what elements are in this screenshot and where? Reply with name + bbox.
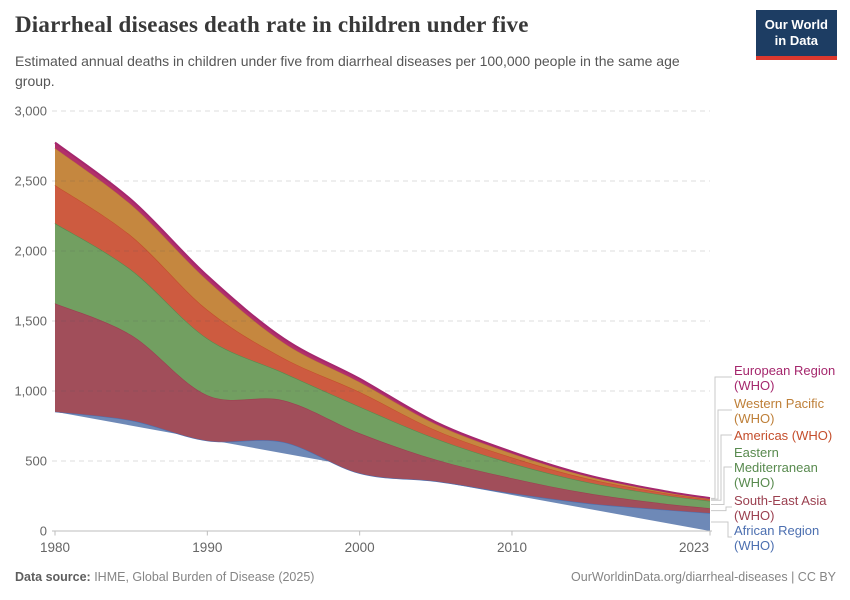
y-axis-tick-label: 1,500 [14,314,47,329]
area-eastern-mediterranean-who[interactable] [55,223,710,509]
owid-logo[interactable]: Our World in Data [755,10,837,60]
y-axis-tick-label: 0 [40,524,47,539]
y-axis-tick-label: 1,000 [14,384,47,399]
page-title: Diarrheal diseases death rate in childre… [15,12,529,37]
area-south-east-asia-who[interactable] [55,303,710,514]
footer-link-row: OurWorldinData.org/diarrheal-diseases | … [571,570,836,584]
legend-connector [711,521,732,538]
legend-item-european-region-who[interactable]: European Region (WHO) [734,363,836,394]
license-text: | CC BY [787,570,836,584]
legend-item-americas-who[interactable]: Americas (WHO) [734,428,833,443]
x-axis-tick-label: 2023 [679,540,709,555]
x-axis-tick-label: 2000 [345,540,375,555]
x-axis-tick-label: 2010 [497,540,527,555]
x-axis-tick-label: 1980 [40,540,70,555]
y-axis-tick-label: 2,500 [14,174,47,189]
data-source-label: Data source: [15,570,91,584]
owid-url-link[interactable]: OurWorldinData.org/diarrheal-diseases [571,570,788,584]
legend-connector [711,409,732,500]
legend-item-african-region-who[interactable]: African Region (WHO) [734,523,820,554]
legend-connector [711,506,732,512]
legend-connector [711,434,732,501]
data-source-text: IHME, Global Burden of Disease (2025) [90,570,315,584]
data-source: Data source: IHME, Global Burden of Dise… [15,570,314,584]
legend-item-south-east-asia-who[interactable]: South-East Asia (WHO) [734,493,827,524]
y-axis-tick-label: 2,000 [14,244,47,259]
chart-footer: Data source: IHME, Global Burden of Dise… [0,567,850,593]
owid-logo-line2: in Data [774,33,819,49]
x-axis-tick-label: 1990 [192,540,222,555]
legend-connector [711,376,732,499]
y-axis-tick-label: 3,000 [14,104,47,119]
legend-connector [711,466,732,505]
y-axis-tick-label: 500 [25,454,47,469]
line-european-region-who [54,141,711,500]
chart-subtitle: Estimated annual deaths in children unde… [15,53,680,89]
owid-logo-line1: Our World [764,17,828,32]
legend-item-eastern-mediterranean-who[interactable]: Eastern Mediterranean (WHO) [734,445,818,491]
legend-item-western-pacific-who[interactable]: Western Pacific (WHO) [734,396,825,427]
